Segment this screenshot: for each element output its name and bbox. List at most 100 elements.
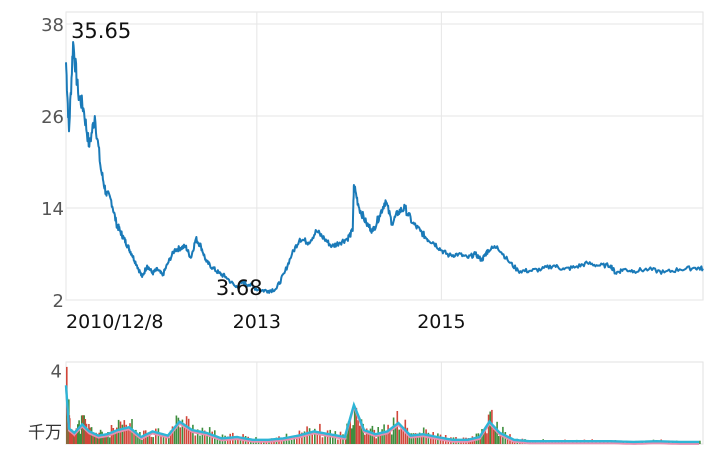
volume-bar [360, 419, 363, 444]
volume-bar [185, 416, 188, 444]
volume-bar [112, 428, 115, 444]
volume-bar [175, 415, 178, 444]
volume-bar [162, 435, 165, 444]
volume-bar [482, 430, 485, 444]
min-price-label: 3.68 [216, 276, 263, 300]
volume-bar [326, 430, 329, 444]
price-y-axis: 38 26 14 2 [41, 15, 64, 312]
volume-bar [492, 429, 495, 444]
volume-bar [406, 427, 409, 444]
volume-bar [349, 418, 351, 444]
volume-y-tick-label: 4 [51, 361, 62, 382]
volume-bar [150, 436, 153, 444]
price-y-tick-label: 26 [41, 107, 64, 128]
volume-bar [133, 430, 135, 444]
volume-bar [89, 427, 91, 444]
volume-bar [489, 411, 491, 444]
price-series [65, 41, 704, 294]
volume-bar [308, 428, 311, 444]
volume-bar [365, 428, 368, 444]
price-y-tick-label: 14 [41, 199, 64, 220]
volume-bar [234, 440, 237, 444]
volume-bar [194, 435, 197, 444]
volume-bar [414, 433, 417, 444]
volume-bar [355, 407, 358, 444]
volume-bar [347, 421, 350, 444]
volume-bar [171, 426, 174, 444]
volume-bar [219, 438, 221, 444]
volume-bar [396, 411, 399, 444]
volume-ma-pink-line [65, 387, 700, 445]
volume-bar [127, 426, 129, 444]
volume-bar [332, 434, 334, 444]
volume-bar [412, 433, 415, 444]
volume-bar [392, 417, 395, 444]
volume-bar [387, 424, 389, 444]
volume-bar [385, 433, 387, 444]
volume-bar [494, 430, 497, 444]
volume-bar [160, 436, 162, 444]
price-line [65, 41, 704, 294]
volume-bar [72, 435, 75, 444]
volume-ma-cyan-line [64, 385, 700, 444]
price-x-tick-label: 2010/12/8 [66, 311, 163, 333]
volume-bar [303, 431, 306, 444]
volume-bar [311, 431, 313, 444]
price-x-tick-label: 2015 [417, 311, 465, 333]
volume-bar [314, 428, 316, 444]
volume-bar [373, 429, 376, 444]
volume-bar [181, 419, 184, 444]
volume-bar [155, 428, 157, 444]
volume-bar [394, 427, 397, 444]
volume-bar [239, 439, 242, 444]
volume-bar [442, 440, 444, 444]
volume-bar [74, 432, 76, 444]
volume-bar [427, 432, 430, 444]
volume-bar [316, 434, 319, 444]
volume-bar [389, 431, 391, 444]
volume-bar [237, 439, 239, 444]
volume-bar [93, 435, 96, 444]
volume-bar [400, 427, 402, 444]
volume-bar [177, 417, 180, 444]
volume-bar [129, 423, 131, 444]
volume-bar [79, 433, 82, 444]
volume-bar [77, 424, 79, 444]
volume-bar [381, 429, 383, 444]
volume-bar [141, 439, 143, 444]
volume-bar [85, 423, 88, 444]
volume-bar [499, 435, 502, 444]
volume-bar [165, 437, 167, 444]
volume-y-axis: 4 千万 [28, 361, 62, 443]
volume-bar [69, 430, 72, 444]
volume-bar [95, 432, 97, 444]
price-x-axis: 2010/12/8 2013 2015 [66, 311, 466, 333]
volume-bar [357, 420, 359, 444]
volume-bar [296, 437, 298, 444]
volume-bar [187, 418, 190, 444]
volume-bar [398, 429, 400, 444]
volume-bar [283, 440, 285, 444]
volume-bar [201, 427, 204, 444]
volume-bar [96, 434, 99, 444]
volume-bar [192, 424, 194, 444]
price-plot-frame [65, 11, 704, 301]
volume-bar [375, 438, 377, 444]
volume-bar [157, 428, 160, 444]
volume-bar [80, 415, 83, 444]
volume-bar [699, 440, 701, 444]
price-y-tick-label: 38 [41, 15, 64, 36]
max-price-label: 35.65 [71, 19, 131, 43]
volume-bar [410, 433, 413, 444]
volume-bar [473, 438, 476, 444]
volume-bar [199, 435, 201, 444]
volume-bar [109, 437, 111, 444]
volume-bar [288, 440, 290, 444]
volume-bar [102, 435, 105, 444]
volume-bar [82, 415, 84, 444]
volume-bar [293, 435, 295, 444]
volume-bar [190, 431, 192, 444]
volume-bar [92, 435, 94, 444]
volume-bar [324, 434, 326, 444]
volume-bar [196, 429, 199, 444]
